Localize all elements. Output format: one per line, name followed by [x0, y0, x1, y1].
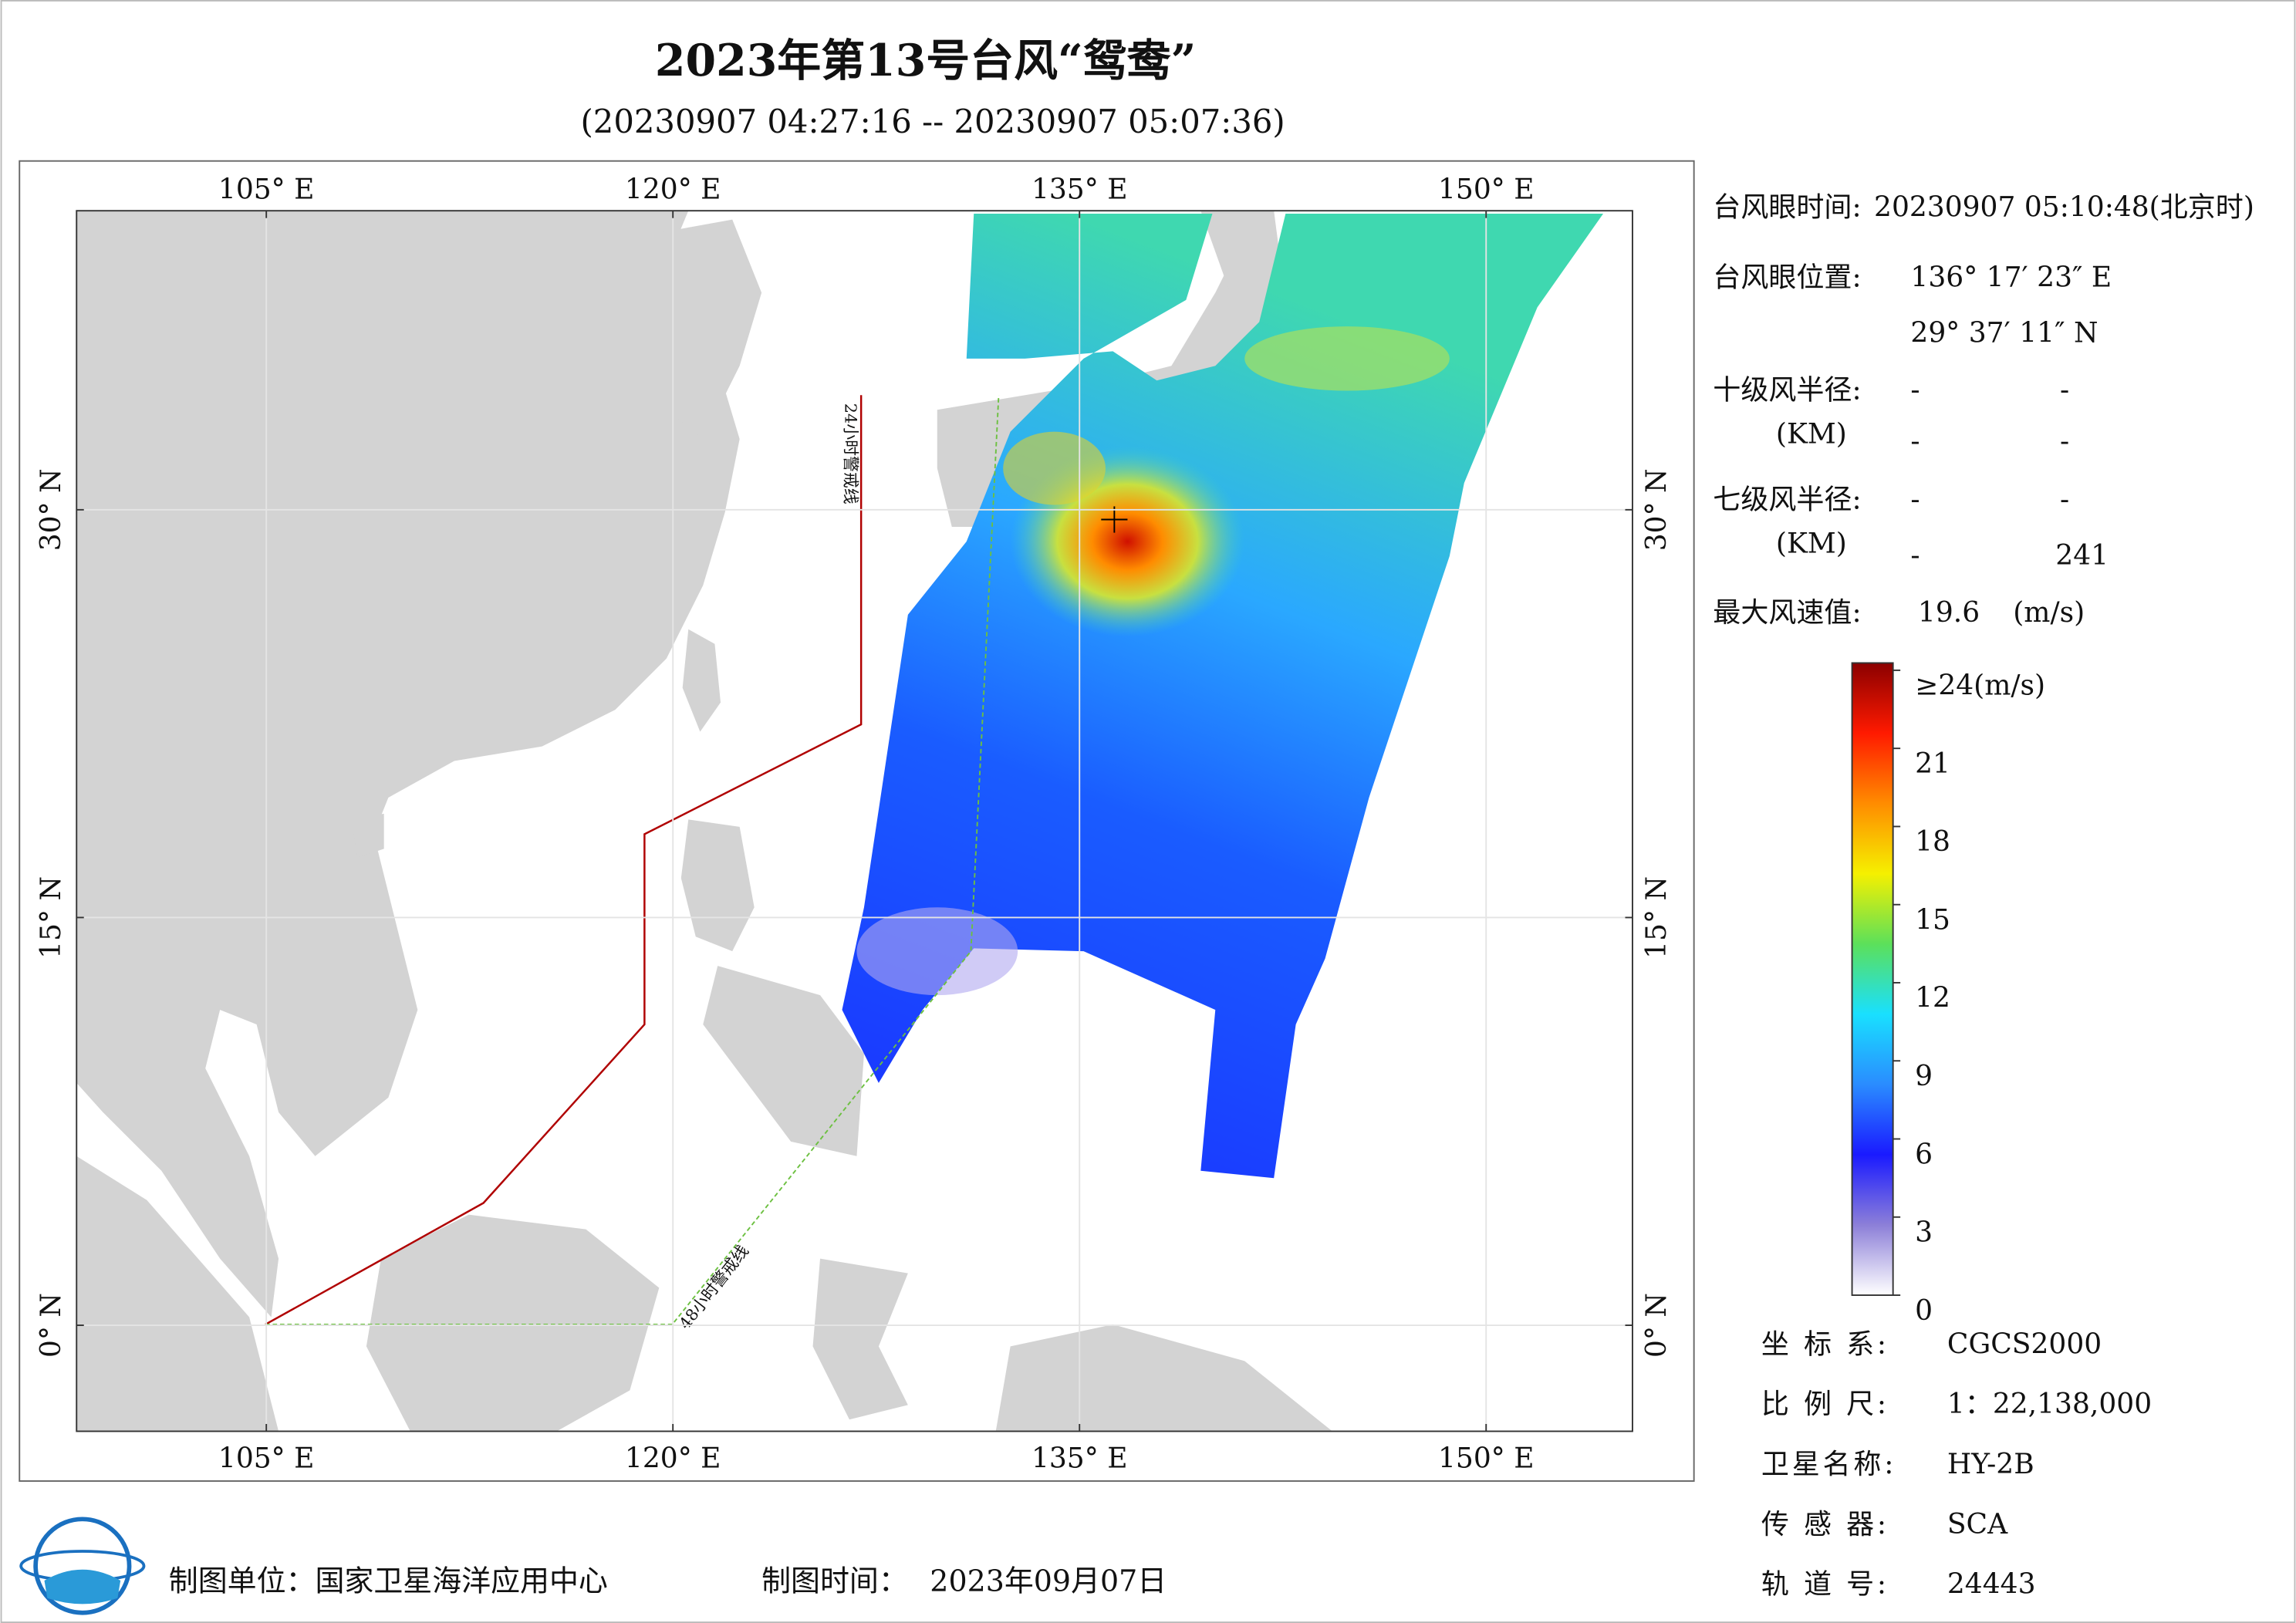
info-label: 台风眼时间:	[1713, 191, 1861, 223]
meta-value: SCA	[1947, 1509, 2008, 1540]
lon-tick-label: 135° E	[1032, 174, 1128, 206]
info-unit: (KM)	[1776, 418, 1847, 450]
info-value: 20230907 05:10:48(北京时)	[1874, 191, 2254, 223]
meta-value: 1：22,138,000	[1947, 1388, 2152, 1420]
info-value: -	[2060, 374, 2069, 406]
info-label: 十级风半径:	[1713, 374, 1861, 406]
info-value: -	[1910, 374, 1920, 406]
info-value: -	[1910, 484, 1920, 516]
footer-producer: 制图单位：国家卫星海洋应用中心	[169, 1564, 608, 1598]
logo	[19, 1517, 146, 1615]
colorbar-label: 9	[1915, 1061, 1933, 1092]
lat-tick-label: 30° N	[35, 468, 67, 551]
subtitle: (20230907 04:27:16 -- 20230907 05:07:36)	[581, 103, 1285, 140]
meta-value: HY-2B	[1947, 1449, 2034, 1480]
lon-tick-label: 105° E	[218, 1442, 315, 1474]
meta-label: 传 感 器:	[1761, 1509, 1889, 1540]
meta-label: 比 例 尺:	[1761, 1388, 1889, 1420]
wind-patch	[1003, 431, 1106, 505]
lat-tick-label: 0° N	[1641, 1293, 1673, 1358]
info-label: 七级风半径:	[1713, 484, 1861, 516]
colorbar-label: 0	[1915, 1295, 1933, 1327]
lon-tick-label: 120° E	[625, 1442, 721, 1474]
colorbar	[1851, 662, 1894, 1296]
lon-tick-label: 105° E	[218, 174, 315, 206]
map: 24小时警戒线 48小时警戒线	[76, 211, 1633, 1432]
meta-value: CGCS2000	[1947, 1328, 2102, 1360]
info-value: 29° 37′ 11″ N	[1910, 317, 2098, 349]
info-value: -	[1910, 540, 1920, 572]
info-label: 台风眼位置:	[1713, 262, 1861, 293]
info-value: 19.6	[1918, 597, 1980, 629]
colorbar-label: 6	[1915, 1139, 1933, 1170]
lat-tick-label: 15° N	[1641, 876, 1673, 959]
lon-tick-label: 150° E	[1438, 1442, 1535, 1474]
meta-label: 坐 标 系:	[1761, 1328, 1889, 1360]
meta-label: 轨 道 号:	[1761, 1569, 1889, 1601]
colorbar-label: 12	[1915, 983, 1950, 1014]
lon-tick-label: 120° E	[625, 174, 721, 206]
map-border	[76, 210, 1633, 1432]
meta-value: 24443	[1947, 1569, 2036, 1601]
lat-tick-label: 15° N	[35, 876, 67, 959]
colorbar-label: 15	[1915, 904, 1950, 936]
info-value: 241	[2055, 540, 2109, 572]
meta-label: 卫星名称:	[1761, 1449, 1896, 1480]
info-value: -	[2060, 484, 2069, 516]
wind-patch	[1244, 326, 1450, 391]
info-unit: (KM)	[1776, 528, 1847, 560]
wind-patch	[856, 907, 1018, 996]
lon-tick-label: 150° E	[1438, 174, 1535, 206]
info-unit: (m/s)	[2013, 597, 2085, 629]
lat-tick-label: 0° N	[35, 1293, 67, 1358]
title: 2023年第13号台风“鸳鸯”	[655, 35, 1196, 86]
info-value: -	[2060, 426, 2069, 457]
colorbar-label: ≥24(m/s)	[1915, 670, 2045, 702]
warning-line-48h	[265, 395, 1000, 1325]
land	[76, 211, 1333, 1432]
colorbar-label: 3	[1915, 1217, 1933, 1249]
lon-tick-label: 135° E	[1032, 1442, 1128, 1474]
footer-date-label: 制图时间：	[761, 1564, 908, 1598]
info-label: 最大风速值:	[1713, 597, 1861, 629]
wind-swath	[842, 213, 1604, 1179]
colorbar-label: 21	[1915, 748, 1950, 780]
footer-date: 2023年09月07日	[930, 1564, 1167, 1598]
warning-line-24h	[265, 395, 863, 1326]
colorbar-label: 18	[1915, 826, 1950, 858]
lat-tick-label: 30° N	[1641, 468, 1673, 551]
metadata: 坐 标 系: CGCS2000 比 例 尺: 1：22,138,000 卫星名称: HY-…	[1761, 1328, 2152, 1600]
info-value: 136° 17′ 23″ E	[1910, 262, 2112, 293]
info-value: -	[1910, 426, 1920, 457]
warning-label: 24小时警戒线	[841, 403, 859, 504]
